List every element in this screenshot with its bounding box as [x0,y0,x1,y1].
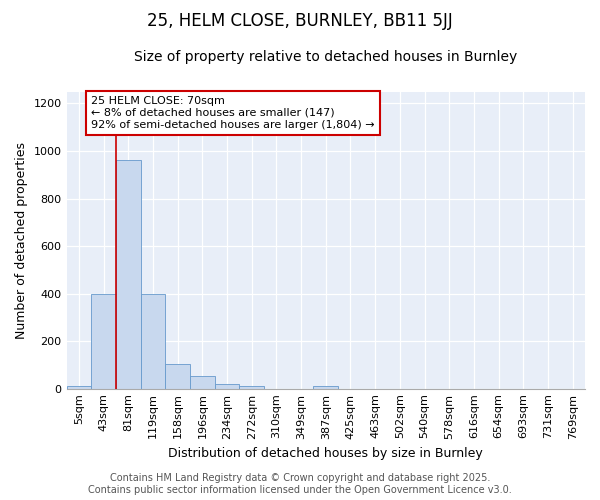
Bar [190,376,215,388]
Bar [116,160,140,388]
Y-axis label: Number of detached properties: Number of detached properties [15,142,28,338]
X-axis label: Distribution of detached houses by size in Burnley: Distribution of detached houses by size … [169,447,483,460]
Bar [91,294,116,388]
Text: 25 HELM CLOSE: 70sqm
← 8% of detached houses are smaller (147)
92% of semi-detac: 25 HELM CLOSE: 70sqm ← 8% of detached ho… [91,96,375,130]
Bar [67,386,91,388]
Bar [165,364,190,388]
Bar [313,386,338,388]
Bar [239,386,264,388]
Bar [215,384,239,388]
Text: 25, HELM CLOSE, BURNLEY, BB11 5JJ: 25, HELM CLOSE, BURNLEY, BB11 5JJ [147,12,453,30]
Bar [140,294,165,388]
Title: Size of property relative to detached houses in Burnley: Size of property relative to detached ho… [134,50,517,64]
Text: Contains HM Land Registry data © Crown copyright and database right 2025.
Contai: Contains HM Land Registry data © Crown c… [88,474,512,495]
